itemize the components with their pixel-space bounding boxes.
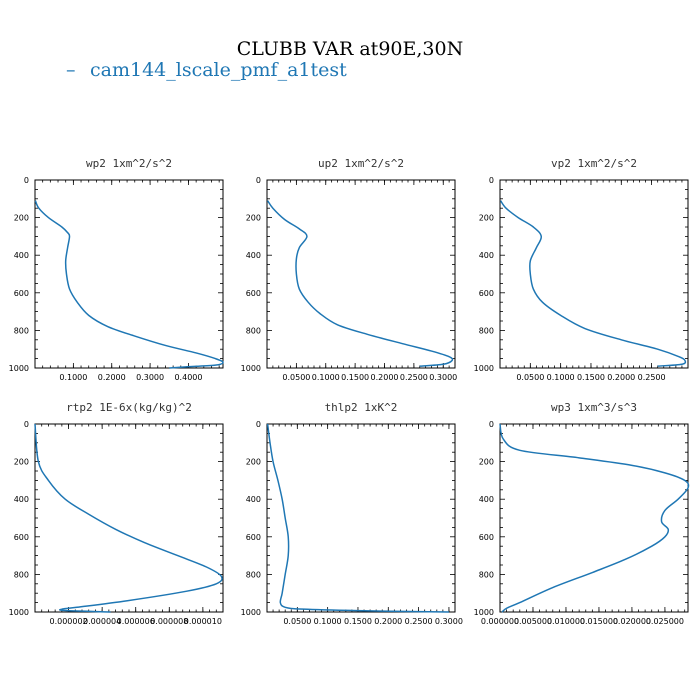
x-tick-label: 0.1000 [312, 373, 340, 382]
plot-frame [266, 179, 456, 369]
x-tick-label: 0.015000 [580, 617, 618, 626]
series-line [499, 200, 687, 367]
x-tick-label: 0.1500 [344, 617, 372, 626]
x-tick-label: 0.005000 [514, 617, 552, 626]
y-tick-label: 600 [479, 533, 494, 542]
y-tick-label: 1000 [241, 608, 261, 617]
subplot-grid: wp2 1xm^2/s^2 0 200 400 600 800 1000 0.1000 0.20… [9, 157, 690, 626]
legend-label: cam144_lscale_pmf_a1test [90, 59, 347, 81]
y-tick-label: 200 [14, 214, 29, 223]
y-tick-label: 0 [256, 176, 261, 185]
y-tick-label: 800 [246, 570, 261, 579]
x-tick-label: 0.2500 [400, 373, 428, 382]
x-tick-label: 0.0500 [282, 373, 310, 382]
y-tick-label: 800 [479, 570, 494, 579]
x-tick-label: 0.000008 [150, 617, 188, 626]
x-tick-label: 0.000002 [49, 617, 87, 626]
plot-frame [499, 179, 689, 369]
y-tick-label: 1000 [241, 364, 261, 373]
subplot-title: wp3 1xm^3/s^3 [551, 401, 637, 414]
y-tick-label: 200 [246, 458, 261, 467]
y-tick-label: 800 [246, 326, 261, 335]
y-tick-label: 0 [256, 420, 261, 429]
y-tick-label: 600 [479, 289, 494, 298]
y-tick-label: 1000 [474, 364, 494, 373]
x-tick-label: 0.1000 [314, 617, 342, 626]
subplot-4: rtp2 1E-6x(kg/kg)^2 0 200 400 600 800 1000 0.00… [9, 401, 224, 626]
series-line [34, 423, 223, 613]
y-tick-label: 800 [14, 570, 29, 579]
x-tick-label: 0.000010 [184, 617, 222, 626]
x-tick-label: 0.010000 [547, 617, 585, 626]
x-tick-label: 0.2000 [607, 373, 635, 382]
y-tick-label: 200 [14, 458, 29, 467]
subplot-title: thlp2 1xK^2 [325, 401, 398, 414]
subplot-title: rtp2 1E-6x(kg/kg)^2 [66, 401, 192, 414]
series-line [266, 423, 449, 613]
subplot-2: up2 1xm^2/s^2 0 200 400 600 800 1000 0.0500 0.10… [241, 157, 458, 382]
y-tick-label: 400 [246, 251, 261, 260]
figure-suptitle: CLUBB VAR at90E,30N [237, 38, 463, 60]
x-tick-label: 0.1000 [59, 373, 87, 382]
x-tick-label: 0.1500 [341, 373, 369, 382]
y-tick-label: 400 [246, 495, 261, 504]
y-tick-label: 200 [246, 214, 261, 223]
series-line [34, 200, 224, 369]
series-line [499, 423, 690, 613]
x-tick-label: 0.020000 [613, 617, 651, 626]
legend-line-marker: – [66, 59, 76, 81]
y-tick-label: 200 [479, 214, 494, 223]
subplot-6: wp3 1xm^3/s^3020040060080010000.0000000.… [474, 401, 690, 626]
x-tick-label: 0.1000 [547, 373, 575, 382]
y-tick-label: 800 [479, 326, 494, 335]
x-tick-label: 0.2000 [98, 373, 126, 382]
y-tick-label: 200 [479, 458, 494, 467]
y-tick-label: 0 [24, 420, 29, 429]
y-tick-label: 600 [246, 533, 261, 542]
x-tick-label: 0.0500 [516, 373, 544, 382]
y-tick-label: 0 [489, 420, 494, 429]
y-tick-label: 400 [479, 251, 494, 260]
subplot-1: wp2 1xm^2/s^2 0 200 400 600 800 1000 0.1000 0.20… [9, 157, 224, 382]
x-tick-label: 0.3000 [435, 617, 463, 626]
subplot-title: vp2 1xm^2/s^2 [551, 157, 637, 170]
plot-frame [266, 423, 456, 613]
y-tick-label: 400 [14, 495, 29, 504]
y-tick-label: 600 [14, 289, 29, 298]
y-tick-label: 400 [479, 495, 494, 504]
subplot-title: wp2 1xm^2/s^2 [86, 157, 172, 170]
subplot-3: vp2 1xm^2/s^2 0 200 400 600 800 1000 0.0500 0.10… [474, 157, 689, 382]
x-tick-label: 0.000004 [83, 617, 121, 626]
x-tick-label: 0.1500 [577, 373, 605, 382]
x-tick-label: 0.4000 [174, 373, 202, 382]
plot-frame [34, 179, 224, 369]
y-tick-label: 600 [246, 289, 261, 298]
subplot-title: up2 1xm^2/s^2 [318, 157, 404, 170]
plot-frame [34, 423, 224, 613]
y-tick-label: 1000 [9, 364, 29, 373]
x-tick-label: 0.025000 [646, 617, 684, 626]
x-tick-label: 0.2000 [374, 617, 402, 626]
x-tick-label: 0.000000 [481, 617, 519, 626]
y-tick-label: 1000 [474, 608, 494, 617]
y-tick-label: 600 [14, 533, 29, 542]
legend: – cam144_lscale_pmf_a1test [66, 59, 347, 81]
y-tick-label: 400 [14, 251, 29, 260]
series-line [266, 200, 454, 367]
x-tick-label: 0.2500 [638, 373, 666, 382]
x-tick-label: 0.3000 [429, 373, 457, 382]
y-tick-label: 1000 [9, 608, 29, 617]
x-tick-label: 0.2000 [371, 373, 399, 382]
subplot-5: thlp2 1xK^2 0 200 400 600 800 1000 0.0500 0.1000… [241, 401, 463, 626]
y-tick-label: 800 [14, 326, 29, 335]
x-tick-label: 0.000006 [117, 617, 155, 626]
y-tick-label: 0 [489, 176, 494, 185]
x-tick-label: 0.0500 [283, 617, 311, 626]
x-tick-label: 0.2500 [405, 617, 433, 626]
y-tick-label: 0 [24, 176, 29, 185]
x-tick-label: 0.3000 [136, 373, 164, 382]
